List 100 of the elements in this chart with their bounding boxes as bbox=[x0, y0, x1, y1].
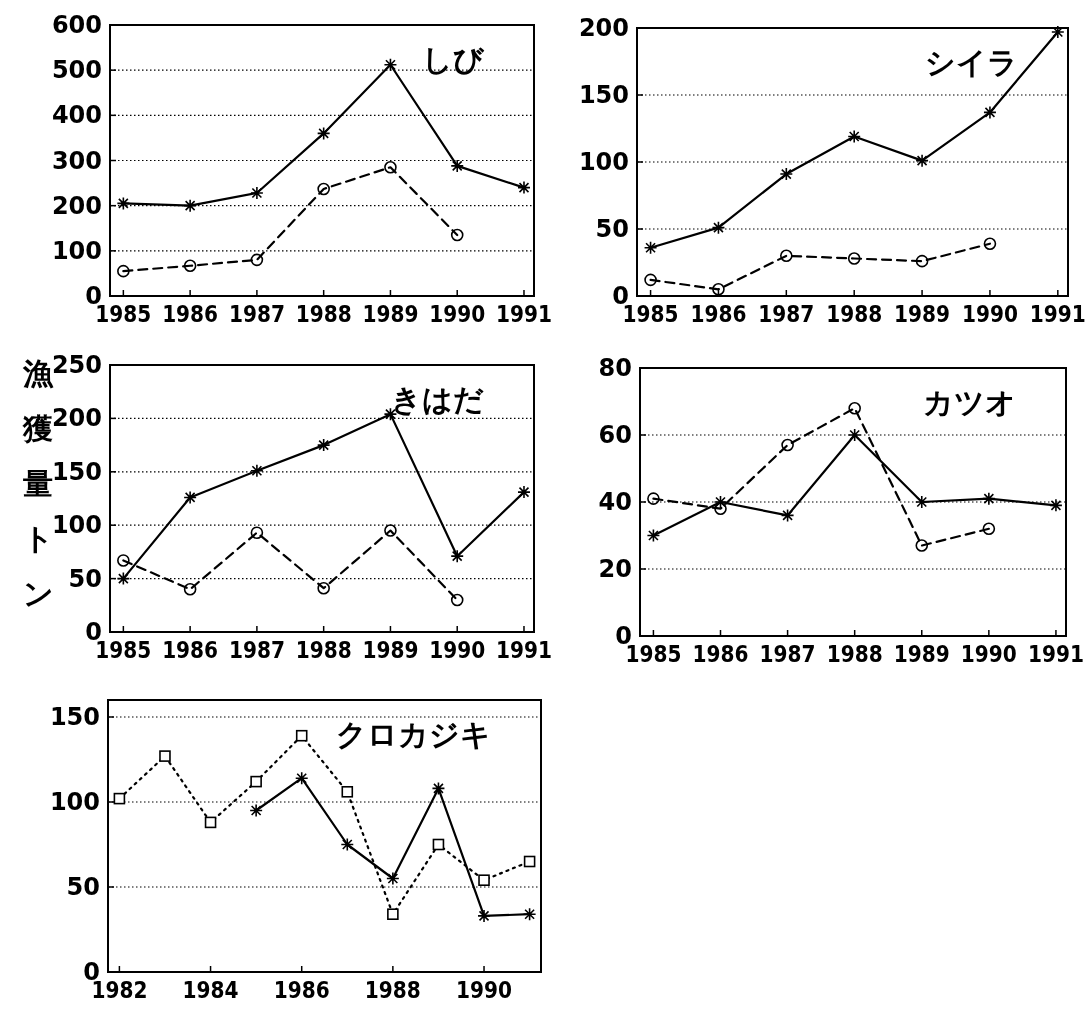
point bbox=[848, 401, 861, 415]
y-tick-label: 500 bbox=[51, 56, 102, 85]
point bbox=[250, 186, 264, 200]
y-tick-label: 80 bbox=[598, 354, 632, 382]
point bbox=[915, 539, 929, 552]
x-tick-label: 1991 bbox=[495, 301, 560, 327]
y-tick-label: 50 bbox=[595, 215, 629, 243]
x-tick-label: 1988 bbox=[826, 301, 891, 327]
point bbox=[914, 495, 929, 509]
point bbox=[294, 771, 309, 785]
y-tick-label: 20 bbox=[598, 555, 632, 583]
point bbox=[1051, 25, 1065, 39]
y-axis-title: 漁獲量トン bbox=[22, 355, 54, 611]
y-tick-label: 100 bbox=[51, 511, 102, 540]
y-tick-label: 100 bbox=[578, 148, 629, 176]
point bbox=[113, 792, 126, 805]
point bbox=[517, 485, 531, 499]
point bbox=[384, 524, 397, 537]
text: シイラ bbox=[925, 45, 1018, 80]
x-tick-label: 1989 bbox=[894, 301, 959, 327]
point bbox=[250, 775, 262, 788]
x-tick-label: 1988 bbox=[826, 641, 891, 667]
x-tick-label: 1988 bbox=[295, 637, 360, 663]
y-tick-label: 300 bbox=[51, 146, 102, 175]
point bbox=[384, 160, 397, 174]
x-tick-label: 1987 bbox=[758, 301, 823, 327]
x-tick-label: 1987 bbox=[759, 641, 824, 667]
point bbox=[781, 438, 794, 452]
x-tick-label: 1986 bbox=[162, 301, 227, 327]
point bbox=[317, 182, 330, 196]
x-tick-label: 1986 bbox=[273, 977, 338, 1003]
x-tick-label: 1991 bbox=[1029, 301, 1090, 327]
point bbox=[477, 909, 491, 923]
y-tick-label: 150 bbox=[578, 81, 629, 109]
x-tick-label: 1991 bbox=[495, 637, 560, 663]
x-tick-label: 1984 bbox=[182, 977, 247, 1003]
y-tick-label: 60 bbox=[598, 421, 632, 449]
y-tick-label: 600 bbox=[51, 11, 102, 39]
point bbox=[780, 249, 793, 263]
point bbox=[523, 855, 536, 868]
point bbox=[779, 167, 794, 181]
point bbox=[341, 786, 354, 798]
point bbox=[432, 838, 445, 851]
point bbox=[847, 428, 862, 442]
point bbox=[295, 729, 308, 742]
point bbox=[183, 259, 197, 273]
point bbox=[249, 803, 263, 818]
point bbox=[250, 253, 264, 267]
point bbox=[643, 240, 658, 255]
x-tick-label: 1990 bbox=[429, 301, 494, 327]
x-tick-label: 1988 bbox=[295, 301, 360, 327]
y-tick-label: 50 bbox=[66, 873, 100, 901]
x-tick-label: 1989 bbox=[362, 637, 427, 663]
point bbox=[647, 492, 660, 505]
point bbox=[183, 490, 197, 505]
point bbox=[183, 582, 197, 596]
x-tick-label: 1991 bbox=[1027, 641, 1090, 667]
point bbox=[250, 526, 264, 539]
x-tick-label: 1987 bbox=[228, 301, 293, 327]
point bbox=[183, 198, 197, 213]
x-tick-label: 1990 bbox=[456, 977, 521, 1003]
point bbox=[711, 220, 726, 235]
y-tick-label: 150 bbox=[49, 703, 100, 731]
point bbox=[915, 153, 929, 168]
point bbox=[644, 273, 657, 287]
y-tick-label: 50 bbox=[68, 564, 102, 593]
point bbox=[450, 593, 464, 607]
point bbox=[383, 57, 398, 72]
point bbox=[982, 491, 996, 506]
x-tick-label: 1989 bbox=[362, 301, 427, 327]
point bbox=[522, 907, 537, 921]
point bbox=[117, 554, 130, 567]
point bbox=[387, 908, 399, 920]
y-tick-label: 100 bbox=[51, 236, 102, 265]
text: カツオ bbox=[923, 385, 1016, 420]
x-tick-label: 1988 bbox=[364, 977, 429, 1003]
x-tick-label: 1990 bbox=[429, 637, 494, 663]
point bbox=[340, 837, 355, 852]
x-tick-label: 1986 bbox=[692, 641, 757, 667]
point bbox=[478, 874, 490, 886]
x-tick-label: 1986 bbox=[162, 637, 227, 663]
point bbox=[714, 502, 727, 515]
text: しび bbox=[422, 42, 485, 77]
point bbox=[450, 159, 465, 173]
point bbox=[117, 264, 130, 278]
y-tick-label: 200 bbox=[51, 191, 102, 220]
x-tick-label: 1987 bbox=[228, 637, 293, 663]
point bbox=[915, 254, 929, 268]
point bbox=[316, 438, 331, 452]
point bbox=[646, 528, 661, 543]
point bbox=[517, 180, 531, 195]
y-tick-label: 200 bbox=[51, 404, 102, 433]
text: クロカジキ bbox=[336, 717, 491, 752]
y-tick-label: 40 bbox=[598, 488, 632, 516]
point bbox=[712, 283, 725, 296]
text: きはだ bbox=[391, 382, 484, 417]
y-tick-label: 100 bbox=[49, 788, 100, 816]
x-tick-label: 1986 bbox=[690, 301, 755, 327]
y-tick-label: 250 bbox=[51, 351, 102, 379]
point bbox=[317, 581, 330, 595]
